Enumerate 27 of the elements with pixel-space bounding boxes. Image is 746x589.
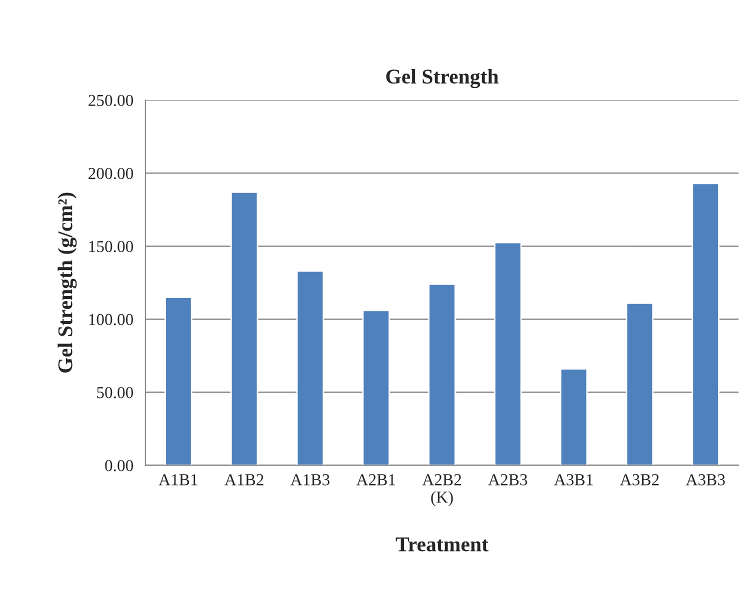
y-tick-label: 200.00 (88, 168, 134, 180)
x-tick-label: A1B2 (224, 474, 264, 486)
x-tick-label: A1B3 (290, 474, 330, 486)
bar (428, 283, 456, 466)
bar (626, 302, 654, 466)
y-tick-label: 150.00 (89, 240, 134, 252)
x-tick-label: A2B3 (488, 474, 528, 486)
x-axis-title: Treatment (396, 538, 488, 552)
bar (296, 270, 324, 466)
bar (164, 296, 192, 466)
y-tick-label: 50.00 (97, 386, 134, 398)
y-axis-title: Gel Strength (g/cm²) (58, 192, 77, 373)
x-tick-label: A2B1 (356, 474, 396, 486)
bar (230, 191, 258, 466)
bar (362, 310, 390, 466)
x-tick-label: A2B2 (K) (422, 474, 461, 506)
y-tick-label: 250.00 (88, 94, 134, 106)
x-tick-label: A3B1 (554, 474, 593, 486)
bar (692, 182, 720, 466)
y-tick-label: 100.00 (89, 314, 134, 326)
bar (560, 368, 588, 466)
x-tick-label: A3B2 (620, 474, 659, 486)
x-tick-label: A3B3 (686, 474, 725, 486)
x-tick-label: A1B1 (158, 474, 198, 486)
chart-title: Gel Strength (386, 69, 499, 88)
bar (494, 242, 522, 466)
y-tick-label: 0.00 (105, 460, 134, 472)
